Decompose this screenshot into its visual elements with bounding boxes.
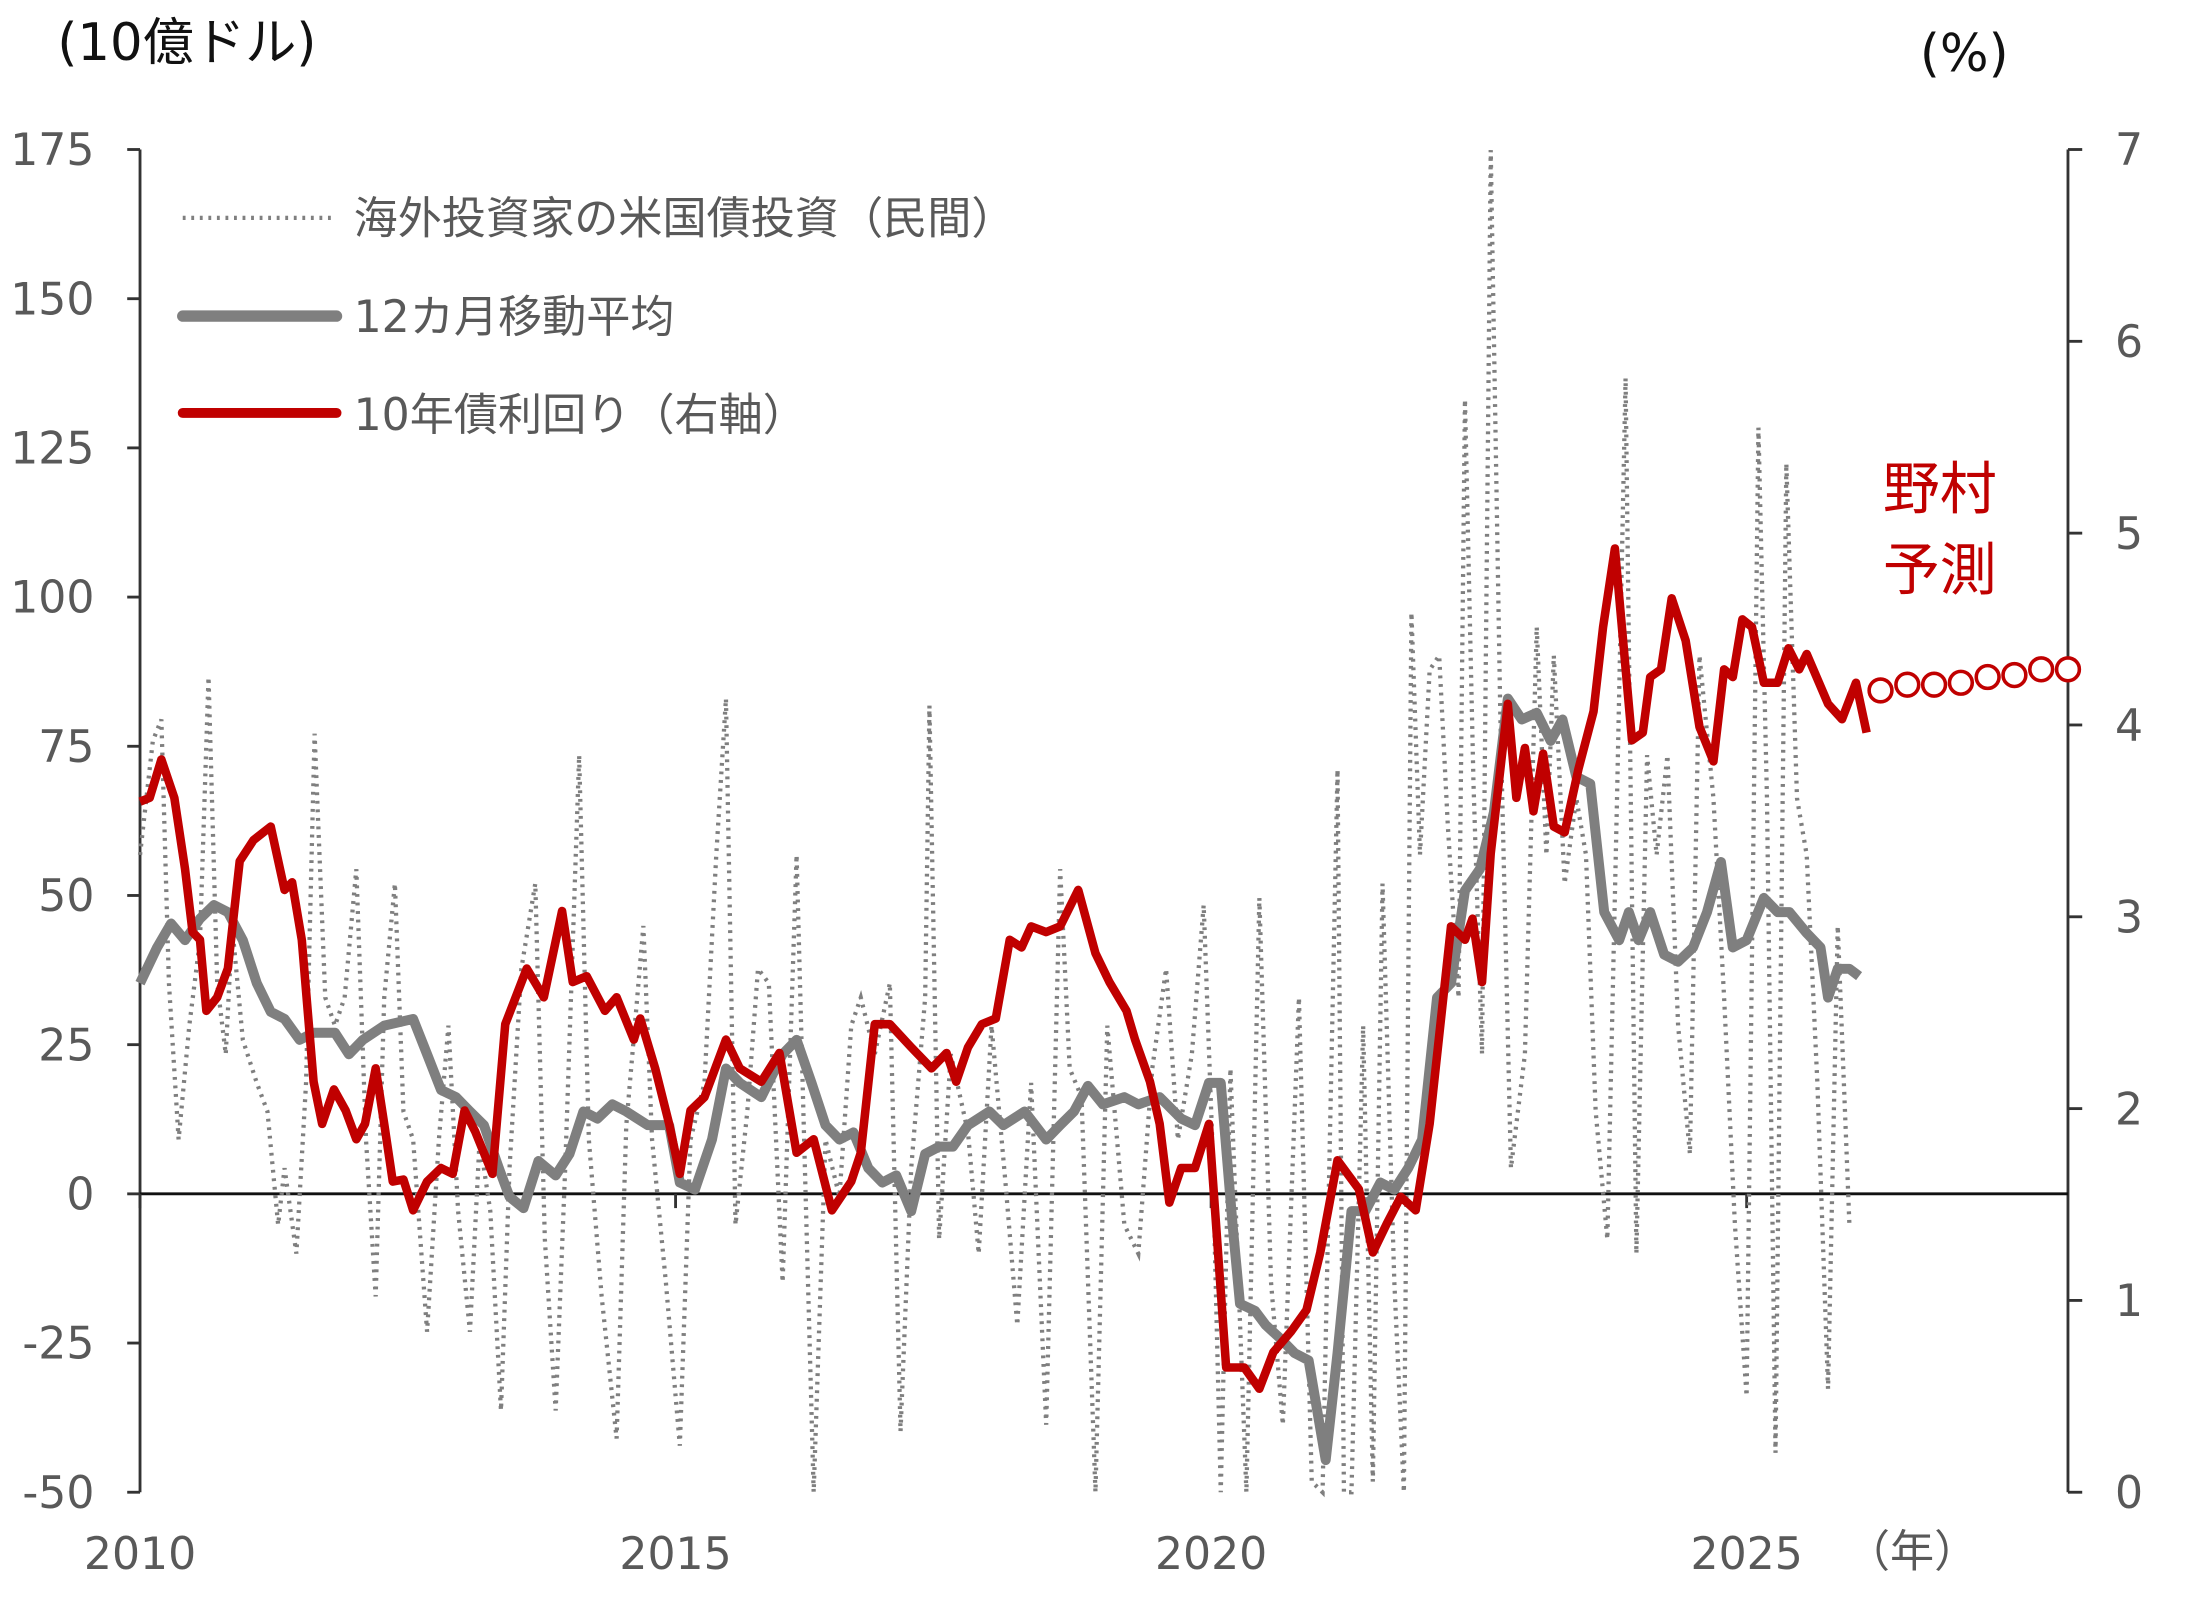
forecast-point [1920, 671, 1948, 698]
left-tick-label: 175 [10, 125, 94, 176]
series-line-12m-moving-average [135, 693, 1863, 1466]
right-tick-label: 6 [2115, 317, 2143, 368]
right-tick-label: 4 [2115, 701, 2143, 752]
right-tick-label: 5 [2115, 509, 2143, 560]
forecast-point [1974, 663, 2001, 691]
left-tick-label: 100 [10, 573, 94, 624]
x-tick-label: 2025 [1691, 1529, 1803, 1580]
right-tick-label: 0 [2115, 1468, 2143, 1519]
left-tick-label: 125 [10, 424, 94, 475]
forecast-point [2001, 661, 2028, 689]
forecast-annotation-line2: 予測 [1883, 537, 1997, 603]
right-axis-unit: (%) [1920, 24, 2009, 84]
plot-area [135, 150, 2082, 1498]
legend-label-yield: 10年債利回り（右軸） [354, 390, 807, 441]
forecast-point [1894, 671, 1921, 698]
left-tick-label: 75 [38, 722, 94, 773]
right-tick-label: 1 [2115, 1276, 2143, 1327]
left-tick-label: 50 [38, 871, 94, 922]
left-tick-label: 25 [38, 1020, 94, 1071]
x-axis-unit: （年） [1846, 1526, 1978, 1577]
x-tick-label: 2015 [619, 1529, 731, 1580]
axes: 175 150 125 100 75 50 25 0 -25 -50 7 6 5 4 3 2 1 0 2010 201… [10, 125, 2143, 1580]
forecast-point [1867, 677, 1894, 704]
x-tick-label: 2010 [84, 1529, 196, 1580]
forecast-point [1947, 669, 1975, 696]
forecast-point [2028, 656, 2055, 683]
left-tick-label: -50 [22, 1468, 94, 1519]
right-tick-label: 3 [2115, 892, 2143, 943]
left-tick-label: 0 [66, 1170, 94, 1221]
forecast-point [2054, 656, 2082, 683]
left-tick-label: 150 [10, 274, 94, 325]
x-tick-label: 2020 [1155, 1529, 1267, 1580]
right-tick-label: 2 [2115, 1084, 2143, 1135]
series-line-10y-yield [138, 544, 1871, 1393]
forecast-annotation-line1: 野村 [1883, 456, 1997, 522]
right-tick-label: 7 [2115, 125, 2143, 176]
legend-label-raw: 海外投資家の米国債投資（民間） [354, 194, 1016, 245]
left-axis-unit: (10億ドル) [57, 13, 316, 73]
legend: 海外投資家の米国債投資（民間） 12カ月移動平均 10年債利回り（右軸） [177, 194, 1016, 441]
left-tick-label: -25 [22, 1319, 94, 1370]
legend-label-ma: 12カ月移動平均 [354, 292, 675, 343]
